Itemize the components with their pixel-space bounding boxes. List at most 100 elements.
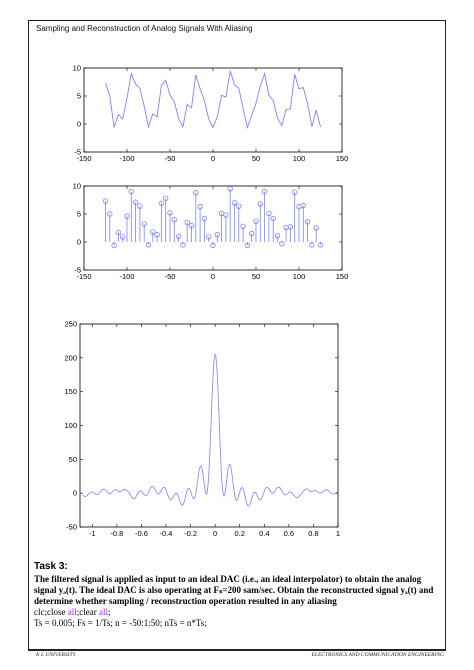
x-tick-label: 100	[293, 154, 306, 163]
stem-marker	[309, 242, 315, 248]
code-text: clc;close	[34, 607, 68, 617]
stem-marker	[197, 204, 203, 210]
stem-marker	[188, 223, 195, 229]
code-line-2: Ts = 0.005; Fs = 1/Ts; n = -50:1:50; nTs…	[34, 618, 207, 628]
x-tick-label: -50	[165, 272, 176, 281]
stem-marker	[313, 225, 319, 231]
y-tick-label: 10	[73, 182, 81, 191]
x-tick-label: 0.8	[308, 529, 318, 538]
stem-marker	[141, 221, 147, 227]
stem-marker	[261, 188, 268, 195]
stem-marker	[248, 230, 255, 237]
y-tick-label: 50	[69, 455, 77, 464]
stem-marker	[253, 218, 259, 224]
code-text: ;	[107, 607, 111, 617]
page-border	[28, 20, 446, 650]
y-tick-label: 5	[77, 210, 81, 219]
task-section: Task 3: The filtered signal is applied a…	[34, 561, 444, 629]
x-tick-label: 0	[211, 154, 215, 163]
y-tick-label: 5	[77, 92, 81, 101]
stem-marker	[270, 215, 276, 222]
x-tick-label: -0.6	[135, 529, 148, 538]
stem-marker	[240, 223, 246, 230]
x-tick-label: 50	[252, 154, 260, 163]
stem-marker	[132, 199, 139, 205]
stem-marker	[201, 215, 208, 222]
x-tick-label: 0	[211, 272, 215, 281]
y-tick-label: 0	[77, 238, 81, 247]
stem-marker	[128, 188, 134, 195]
x-tick-label: 0.2	[234, 529, 244, 538]
stem-marker	[115, 229, 122, 236]
stem-marker	[102, 198, 109, 204]
stem-marker	[274, 233, 281, 239]
stem-marker	[162, 195, 169, 202]
footer-department: ELECTRONICS AND COMMUNICATION ENGINEERIN…	[311, 652, 444, 658]
x-tick-label: -1	[89, 529, 96, 538]
y-tick-label: 0	[77, 120, 81, 129]
y-tick-label: 0	[73, 489, 77, 498]
stem-marker	[167, 210, 173, 216]
x-tick-label: -150	[76, 272, 91, 281]
x-tick-label: -100	[119, 272, 134, 281]
stem-marker	[214, 232, 220, 238]
stem-marker	[300, 202, 306, 209]
x-tick-label: -0.8	[110, 529, 123, 538]
stem-marker	[107, 211, 113, 217]
stem-marker	[257, 201, 263, 207]
stem-marker	[154, 232, 160, 238]
y-tick-label: -50	[66, 523, 77, 532]
stem-marker	[193, 190, 199, 196]
y-tick-label: 100	[64, 421, 77, 430]
code-text: ;clear	[76, 607, 99, 617]
stem-marker	[266, 210, 272, 217]
task-description: The filtered signal is applied as input …	[34, 574, 434, 606]
x-tick-label: -50	[165, 154, 176, 163]
stem-marker	[205, 234, 212, 240]
footer-rule	[28, 650, 446, 651]
stem-marker	[150, 229, 156, 235]
spectrum-series-line	[82, 354, 338, 507]
footer-university: K L UNIVERSITY	[36, 652, 76, 658]
stem-marker	[223, 212, 229, 218]
x-tick-label: 150	[336, 272, 349, 281]
stem-marker	[227, 186, 233, 192]
stem-marker	[171, 216, 177, 223]
stem-marker	[292, 189, 298, 195]
stem-marker	[210, 242, 216, 249]
stem-marker	[317, 242, 324, 248]
stem-marker	[279, 240, 285, 247]
stem-marker	[180, 242, 186, 248]
stem-marker	[119, 234, 126, 240]
y-tick-label: 10	[73, 64, 81, 73]
x-tick-label: 0.4	[259, 529, 269, 538]
stem-marker	[145, 242, 152, 248]
x-tick-label: -150	[76, 154, 91, 163]
code-keyword: all	[67, 607, 77, 617]
signal-series-line	[105, 70, 321, 129]
task-heading: Task 3:	[34, 561, 68, 572]
stem-marker	[236, 203, 242, 209]
x-tick-label: -100	[119, 154, 134, 163]
y-tick-label: 200	[64, 353, 77, 362]
stem-marker	[304, 219, 311, 225]
stem-marker	[124, 213, 130, 219]
y-tick-label: 250	[64, 320, 77, 329]
stem-marker	[158, 200, 165, 207]
stem-marker	[231, 200, 238, 206]
x-tick-label: 0	[213, 529, 217, 538]
y-tick-label: -5	[74, 148, 81, 157]
x-tick-label: 0.6	[284, 529, 294, 538]
page-header-title: Sampling and Reconstruction of Analog Si…	[36, 24, 253, 33]
x-tick-label: 50	[252, 272, 260, 281]
y-tick-label: 150	[64, 387, 77, 396]
stem-marker	[175, 233, 182, 240]
y-tick-label: -5	[74, 266, 81, 275]
code-keyword: all	[98, 607, 108, 617]
stem-marker	[111, 242, 117, 249]
x-tick-label: 1	[336, 529, 340, 538]
x-tick-label: 150	[336, 154, 349, 163]
